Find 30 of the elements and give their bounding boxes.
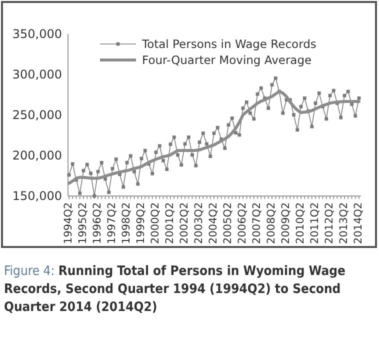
x-tick-label: 2001Q2: [164, 202, 176, 244]
x-tick-label: 1996Q2: [91, 202, 104, 244]
x-tick-label: 2002Q2: [178, 202, 190, 244]
x-tick-label: 2000Q2: [149, 202, 162, 244]
legend-label: Four-Quarter Moving Average: [142, 53, 312, 67]
legend-label: Total Persons in Wage Records: [141, 37, 316, 51]
y-tick-label: 250,000: [12, 108, 62, 122]
x-tick-label: 1999Q2: [134, 202, 147, 244]
text: Figure 4: Running Total of Persons in Wyoming Wage Records, Second Quarter 1994 (1994Q2) to Second Quarter 2014 (2014Q2): [4, 264, 346, 315]
x-tick-label: 2014Q2: [352, 202, 364, 244]
y-tick-label: 200,000: [12, 148, 62, 162]
x-tick-label: 1998Q2: [120, 202, 132, 244]
x-tick-label: 2005Q2: [222, 202, 234, 244]
x-tick-label: 1995Q2: [76, 202, 89, 244]
line-series: [68, 90, 360, 185]
x-tick-label: 2004Q2: [207, 202, 220, 244]
y-tick-label: 350,000: [12, 26, 62, 41]
x-tick-label: 2008Q2: [265, 202, 278, 244]
y-tick-label: 300,000: [12, 67, 62, 82]
x-tick-label: 2009Q2: [280, 202, 292, 244]
x-tick-label: 2003Q2: [192, 202, 205, 244]
x-tick-label: 2011Q2: [308, 202, 321, 244]
x-tick-label: 1994Q2: [62, 202, 74, 244]
x-tick-label: 2007Q2: [250, 202, 263, 244]
x-tick-label: 2013Q2: [338, 202, 350, 244]
x-tick-label: 2012Q2: [323, 202, 336, 244]
x-tick-label: 2006Q2: [236, 202, 248, 244]
x-tick-label: 1997Q2: [106, 202, 118, 244]
x-tick-label: 2010Q2: [294, 202, 306, 244]
y-tick-label: 150,000: [12, 188, 62, 203]
